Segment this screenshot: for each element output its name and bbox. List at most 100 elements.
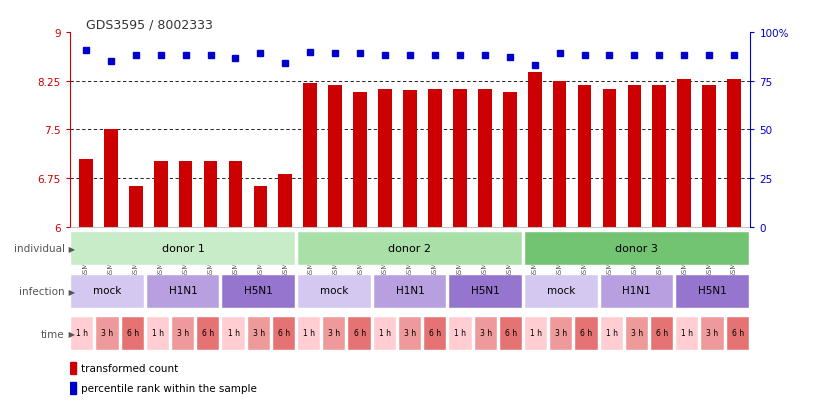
Text: 1 h: 1 h: [152, 329, 164, 337]
Bar: [70, 382, 76, 394]
Text: percentile rank within the sample: percentile rank within the sample: [81, 383, 256, 393]
Text: 1 h: 1 h: [681, 329, 692, 337]
Text: 6 h: 6 h: [126, 329, 138, 337]
Bar: [552, 82, 566, 227]
Bar: [71, 233, 295, 265]
Text: H5N1: H5N1: [697, 286, 726, 296]
Text: H5N1: H5N1: [471, 286, 500, 296]
Text: 3 h: 3 h: [630, 329, 642, 337]
Text: time: time: [41, 329, 65, 339]
Text: H5N1: H5N1: [244, 286, 273, 296]
Text: ▶: ▶: [66, 244, 75, 253]
Text: 1 h: 1 h: [378, 329, 391, 337]
Text: 1 h: 1 h: [454, 329, 466, 337]
Bar: [303, 83, 317, 227]
Bar: [298, 275, 370, 308]
Bar: [129, 187, 143, 227]
Text: individual: individual: [14, 244, 65, 254]
Text: H1N1: H1N1: [395, 286, 424, 296]
Bar: [70, 363, 76, 374]
Bar: [71, 318, 93, 350]
Bar: [652, 86, 665, 227]
Bar: [650, 318, 672, 350]
Bar: [524, 318, 546, 350]
Bar: [676, 80, 690, 227]
Bar: [627, 86, 640, 227]
Bar: [527, 73, 541, 227]
Bar: [726, 318, 748, 350]
Text: 1 h: 1 h: [227, 329, 239, 337]
Bar: [97, 318, 119, 350]
Bar: [423, 318, 446, 350]
Text: infection: infection: [19, 286, 65, 297]
Text: 6 h: 6 h: [505, 329, 516, 337]
Bar: [602, 90, 616, 227]
Bar: [499, 318, 521, 350]
Bar: [625, 318, 647, 350]
Bar: [147, 275, 219, 308]
Text: 3 h: 3 h: [102, 329, 114, 337]
Bar: [700, 318, 722, 350]
Text: 6 h: 6 h: [731, 329, 743, 337]
Bar: [575, 318, 597, 350]
Text: 6 h: 6 h: [655, 329, 667, 337]
Bar: [502, 93, 516, 227]
Bar: [726, 80, 740, 227]
Bar: [222, 275, 295, 308]
Bar: [154, 161, 167, 227]
Text: H1N1: H1N1: [169, 286, 197, 296]
Text: 3 h: 3 h: [252, 329, 265, 337]
Bar: [398, 318, 421, 350]
Bar: [71, 275, 143, 308]
Text: 6 h: 6 h: [580, 329, 592, 337]
Text: 6 h: 6 h: [278, 329, 290, 337]
Bar: [104, 130, 118, 227]
Bar: [474, 318, 496, 350]
Bar: [428, 90, 441, 227]
Bar: [373, 318, 396, 350]
Text: 6 h: 6 h: [353, 329, 365, 337]
Bar: [600, 318, 622, 350]
Text: 3 h: 3 h: [404, 329, 415, 337]
Bar: [348, 318, 370, 350]
Bar: [550, 318, 572, 350]
Bar: [197, 318, 219, 350]
Bar: [477, 90, 491, 227]
Text: ▶: ▶: [66, 330, 75, 338]
Bar: [328, 86, 342, 227]
Bar: [121, 318, 143, 350]
Text: 1 h: 1 h: [529, 329, 541, 337]
Bar: [323, 318, 345, 350]
Text: 1 h: 1 h: [303, 329, 314, 337]
Bar: [373, 275, 446, 308]
Text: 1 h: 1 h: [605, 329, 617, 337]
Text: mock: mock: [546, 286, 575, 296]
Text: donor 1: donor 1: [161, 243, 204, 253]
Bar: [524, 233, 748, 265]
Bar: [452, 90, 466, 227]
Bar: [298, 233, 521, 265]
Bar: [449, 275, 521, 308]
Text: 3 h: 3 h: [705, 329, 717, 337]
Text: 1 h: 1 h: [76, 329, 88, 337]
Bar: [449, 318, 471, 350]
Text: 3 h: 3 h: [328, 329, 340, 337]
Text: 3 h: 3 h: [554, 329, 567, 337]
Bar: [147, 318, 169, 350]
Text: donor 3: donor 3: [615, 243, 658, 253]
Text: donor 2: donor 2: [388, 243, 431, 253]
Bar: [203, 161, 217, 227]
Text: 6 h: 6 h: [202, 329, 214, 337]
Bar: [353, 93, 367, 227]
Bar: [676, 318, 698, 350]
Bar: [298, 318, 320, 350]
Bar: [403, 91, 416, 227]
Bar: [229, 161, 242, 227]
Bar: [701, 86, 715, 227]
Bar: [273, 318, 295, 350]
Text: mock: mock: [93, 286, 121, 296]
Bar: [676, 275, 748, 308]
Text: transformed count: transformed count: [81, 363, 178, 373]
Bar: [172, 318, 194, 350]
Bar: [278, 174, 292, 227]
